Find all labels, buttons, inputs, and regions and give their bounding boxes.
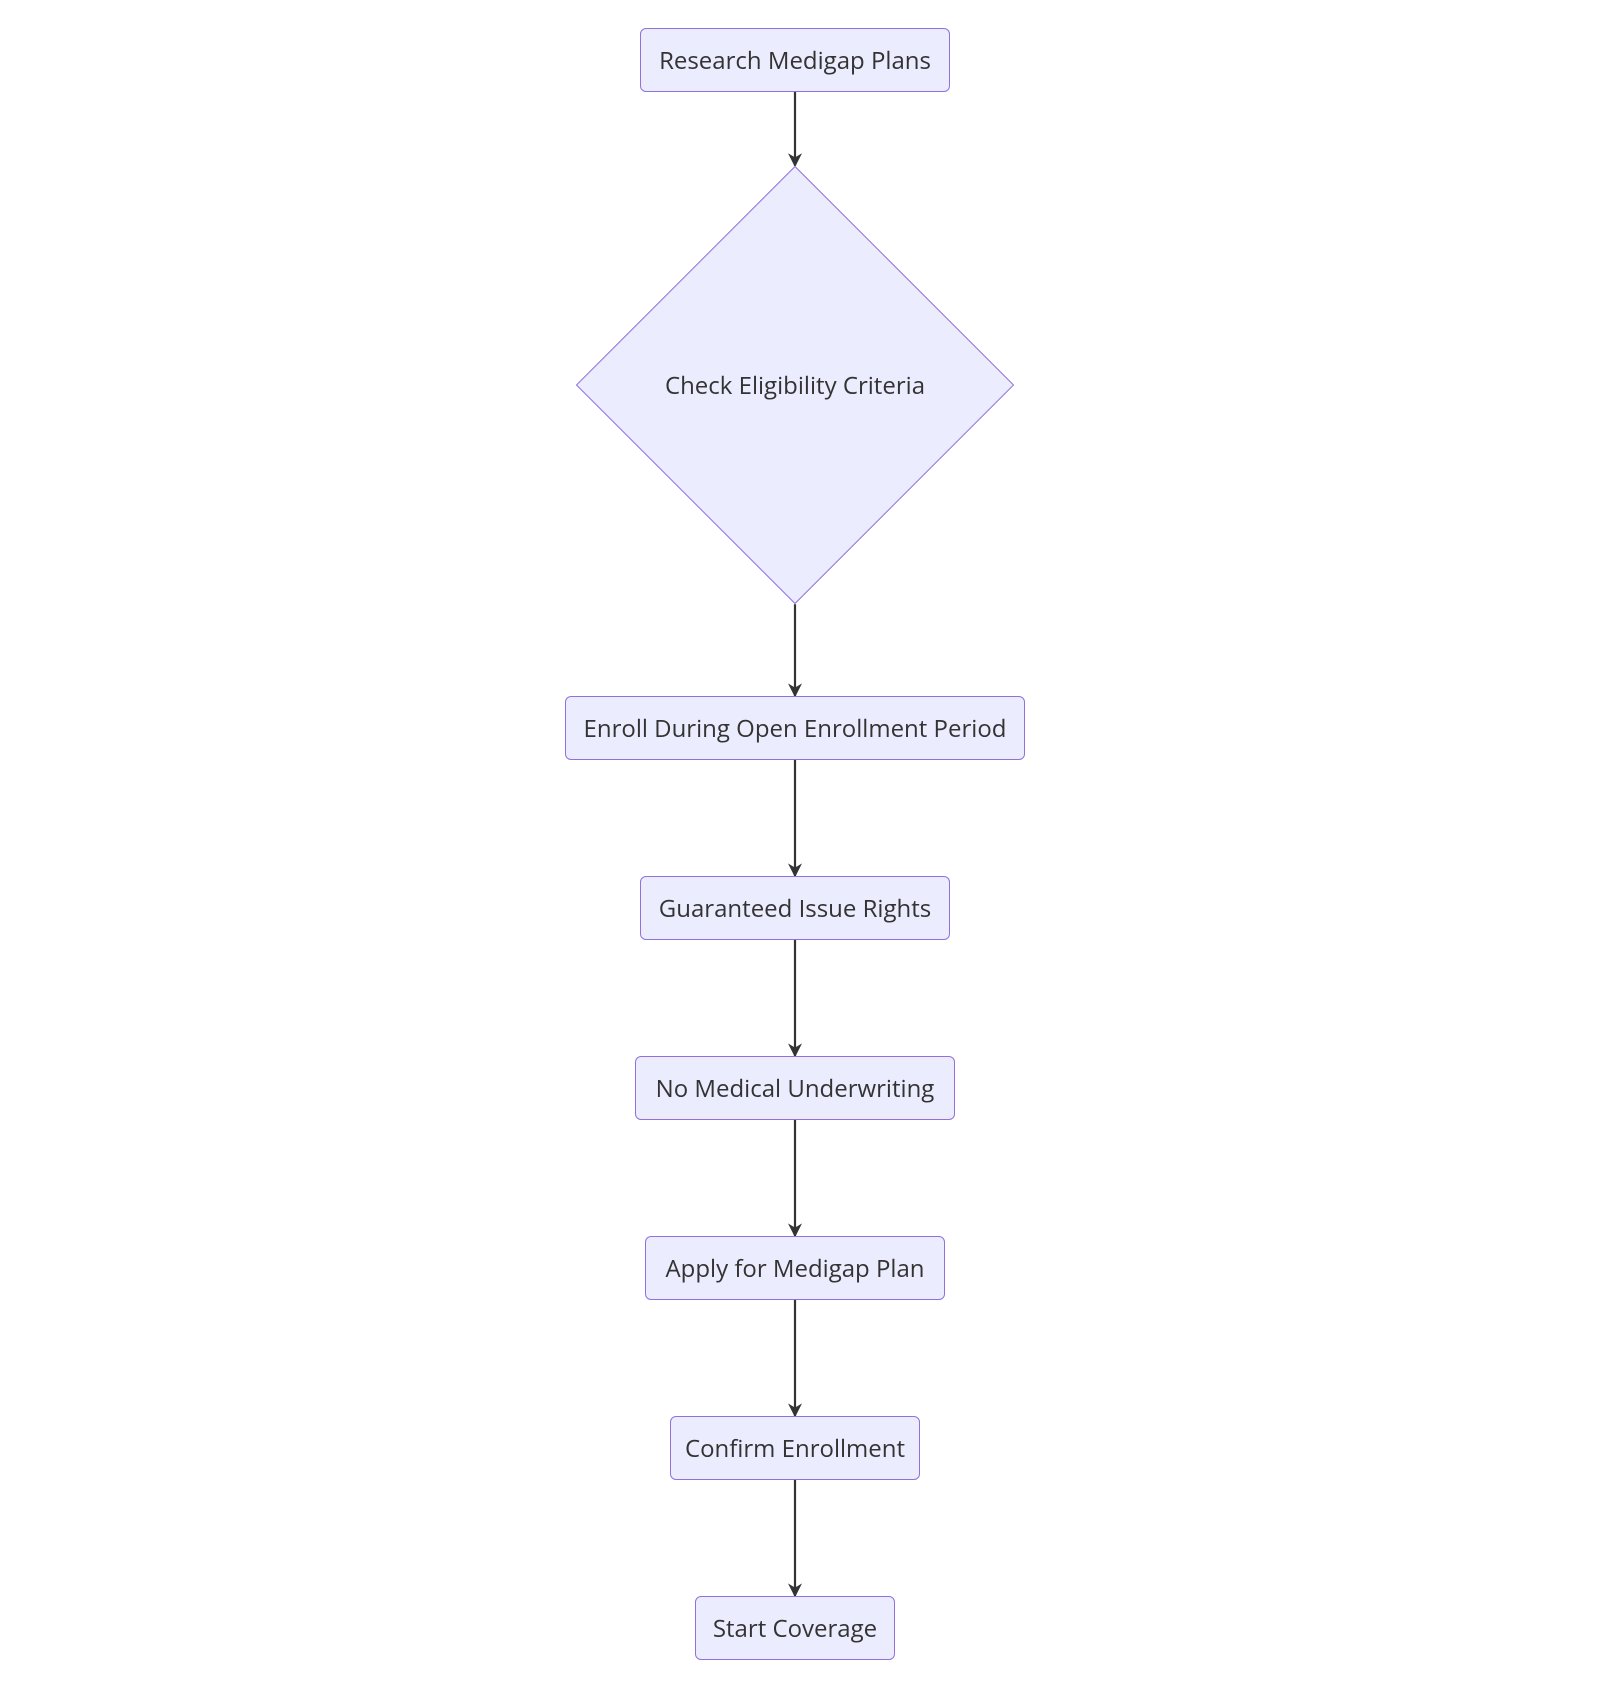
flow-node-label: Apply for Medigap Plan	[665, 1252, 924, 1285]
flow-node: Confirm Enrollment	[670, 1416, 920, 1480]
flow-node-label: Confirm Enrollment	[685, 1432, 905, 1465]
flow-node-label: Enroll During Open Enrollment Period	[584, 712, 1007, 745]
flow-node-label: Research Medigap Plans	[659, 44, 931, 77]
flow-node: Start Coverage	[695, 1596, 895, 1660]
flow-node: Guaranteed Issue Rights	[640, 876, 950, 940]
flow-node-label: Start Coverage	[713, 1612, 877, 1645]
flowchart-canvas: Research Medigap Plans Check Eligibility …	[0, 0, 1600, 1700]
flow-node: Apply for Medigap Plan	[645, 1236, 945, 1300]
flow-node-label: Check Eligibility Criteria	[665, 369, 925, 402]
flow-node: Research Medigap Plans	[640, 28, 950, 92]
flow-node-label: Guaranteed Issue Rights	[659, 892, 931, 925]
flow-node: No Medical Underwriting	[635, 1056, 955, 1120]
flow-decision-node: Check Eligibility Criteria	[640, 230, 950, 540]
flow-node: Enroll During Open Enrollment Period	[565, 696, 1025, 760]
flow-node-label: No Medical Underwriting	[656, 1072, 935, 1105]
